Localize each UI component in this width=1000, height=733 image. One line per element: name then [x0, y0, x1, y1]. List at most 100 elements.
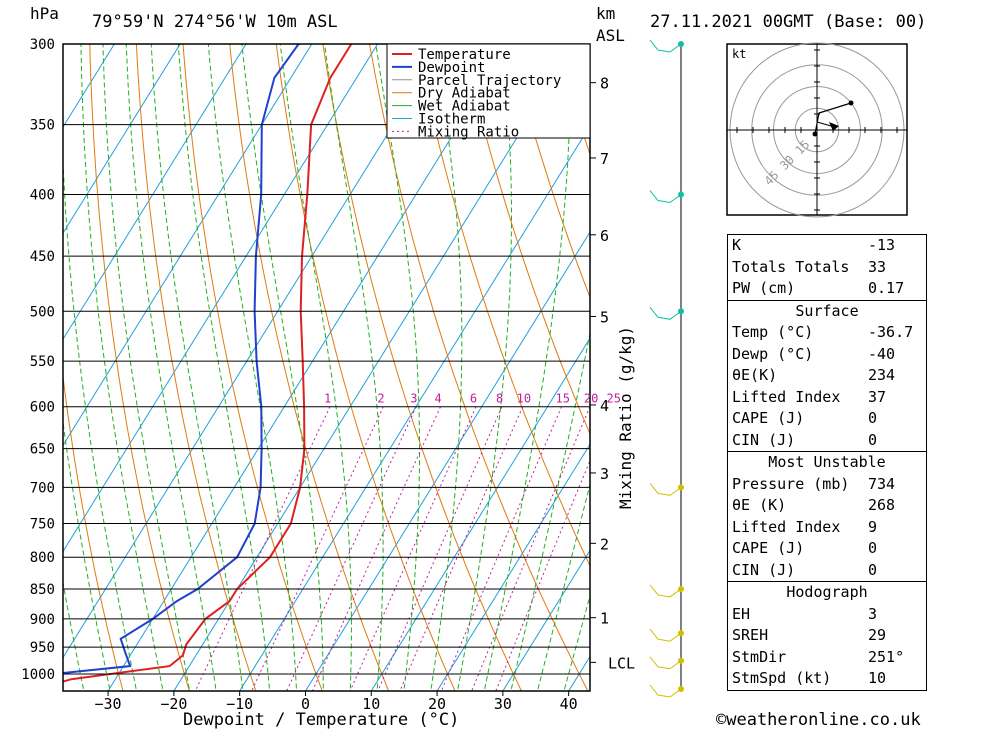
wind-barb — [649, 628, 682, 642]
index-row: CIN (J) 0 — [728, 560, 926, 582]
index-row: StmDir 251° — [728, 647, 926, 669]
index-row: Totals Totals 33 — [728, 257, 926, 279]
index-row: Lifted Index 37 — [728, 387, 926, 409]
index-row: CIN (J) 0 — [728, 430, 926, 452]
index-row: Pressure (mb) 734 — [728, 474, 926, 496]
index-label: CAPE (J) — [732, 539, 805, 557]
temperature-tick-label: 10 — [362, 695, 380, 713]
index-value: 0 — [868, 560, 878, 579]
mixing-ratio-line — [349, 406, 477, 691]
location-title: 79°59'N 274°56'W 10m ASL — [92, 12, 338, 32]
copyright: ©weatheronline.co.uk — [716, 710, 921, 730]
temperature-tick-label: −30 — [95, 695, 122, 713]
legend-entry: Dry Adiabat — [418, 86, 511, 102]
wet-adiabat-line — [125, 44, 217, 691]
index-label: StmDir — [732, 647, 787, 666]
mixing-ratio-line — [286, 406, 417, 691]
index-row: Dewp (°C) -40 — [728, 344, 926, 366]
pressure-tick-label: 850 — [30, 582, 55, 598]
temperature-profile-line — [63, 44, 353, 683]
pressure-tick-label: 1000 — [21, 667, 55, 683]
index-row: θE (K) 268 — [728, 495, 926, 517]
index-row: Lifted Index 9 — [728, 517, 926, 539]
hodograph-trace — [814, 102, 852, 135]
dry-adiabat-line — [508, 44, 590, 299]
pressure-tick-label: 750 — [30, 516, 55, 532]
index-value: 0 — [868, 430, 878, 449]
mixing-ratio-label: 2 — [377, 392, 384, 406]
isotherm-line — [436, 443, 590, 691]
section-title: Most Unstable — [768, 453, 886, 471]
index-label: Temp (°C) — [732, 323, 814, 341]
index-value: -13 — [868, 236, 896, 254]
index-value: 268 — [868, 496, 896, 514]
index-value: 9 — [868, 517, 878, 536]
km-tick-label: 2 — [600, 535, 609, 553]
wet-adiabat-line — [63, 418, 111, 691]
wet-adiabat-line — [63, 151, 138, 691]
indices-table: K -13 Totals Totals 33 PW (cm) 0.17 Surface… — [727, 234, 927, 691]
pressure-tick-label: 950 — [30, 640, 55, 656]
hodograph-point — [848, 100, 854, 106]
index-value: -36.7 — [868, 323, 914, 341]
index-label: CIN (J) — [732, 430, 796, 449]
index-value: 37 — [868, 387, 887, 406]
index-label: StmSpd (kt) — [732, 669, 832, 687]
index-label: Pressure (mb) — [732, 474, 850, 493]
dry-adiabat-line — [135, 44, 257, 691]
asl-label: ASL — [596, 26, 625, 45]
indices-most-unstable: Most Unstable Pressure (mb) 734 θE (K) 268… — [727, 451, 927, 582]
wet-adiabat-line — [375, 44, 420, 691]
temperature-tick-label: 20 — [428, 695, 446, 713]
index-label: θE(K) — [732, 366, 778, 384]
temperature-tick-label: 0 — [301, 695, 310, 713]
isotherm-line — [0, 8, 5, 705]
dry-adiabat-line — [275, 44, 456, 691]
wet-adiabat-line — [150, 44, 244, 691]
pressure-tick-label: 550 — [30, 354, 55, 370]
wet-adiabat-line — [80, 44, 164, 691]
pressure-tick-label: 650 — [30, 442, 55, 458]
km-tick-label: 8 — [600, 75, 609, 93]
km-tick-label: 5 — [600, 309, 609, 327]
mixing-ratio-label: 10 — [517, 392, 531, 406]
wet-adiabat-line — [279, 44, 352, 691]
wet-adiabat-line — [456, 44, 512, 691]
index-value: 0 — [868, 409, 878, 427]
wet-adiabat-line — [483, 44, 571, 691]
wet-adiabat-line — [207, 44, 297, 691]
dry-adiabat-line — [958, 8, 1000, 705]
index-value: 734 — [868, 474, 896, 493]
legend-entry: Isotherm — [418, 112, 485, 128]
pressure-tick-label: 600 — [30, 400, 55, 416]
dewpoint-profile-line — [63, 44, 300, 674]
hpa-label: hPa — [30, 4, 59, 23]
index-label: θE (K) — [732, 496, 787, 514]
section-title: Hodograph — [786, 583, 868, 601]
mixing-ratio-line — [495, 459, 590, 691]
hodograph-unit-label: kt — [732, 47, 746, 61]
index-label: PW (cm) — [732, 279, 796, 297]
index-row: SREH 29 — [728, 625, 926, 647]
index-label: CAPE (J) — [732, 409, 805, 427]
index-label: CIN (J) — [732, 560, 796, 579]
storm-motion-arrow — [829, 122, 839, 131]
isotherm-line — [502, 549, 590, 691]
mixing-ratio-axis-text: Mixing Ratio (g/kg) — [616, 325, 635, 509]
mixing-ratio-line — [377, 406, 503, 691]
isotherm-line — [63, 44, 247, 341]
isotherm-line — [370, 337, 590, 691]
indices-surface: Surface Temp (°C) -36.7 Dewp (°C) -40 θE(K… — [727, 299, 927, 452]
dry-adiabat-line — [89, 44, 190, 691]
km-tick-label: 3 — [600, 465, 609, 483]
temperature-tick-label: −10 — [226, 695, 253, 713]
index-label: Totals Totals — [732, 257, 850, 276]
km-tick-label: 1 — [600, 610, 609, 628]
wet-adiabat-line — [177, 44, 271, 691]
wind-barb — [649, 190, 682, 204]
index-label: Dewp (°C) — [732, 344, 814, 363]
index-row: K -13 — [728, 235, 926, 257]
wet-adiabat-line — [241, 44, 324, 691]
